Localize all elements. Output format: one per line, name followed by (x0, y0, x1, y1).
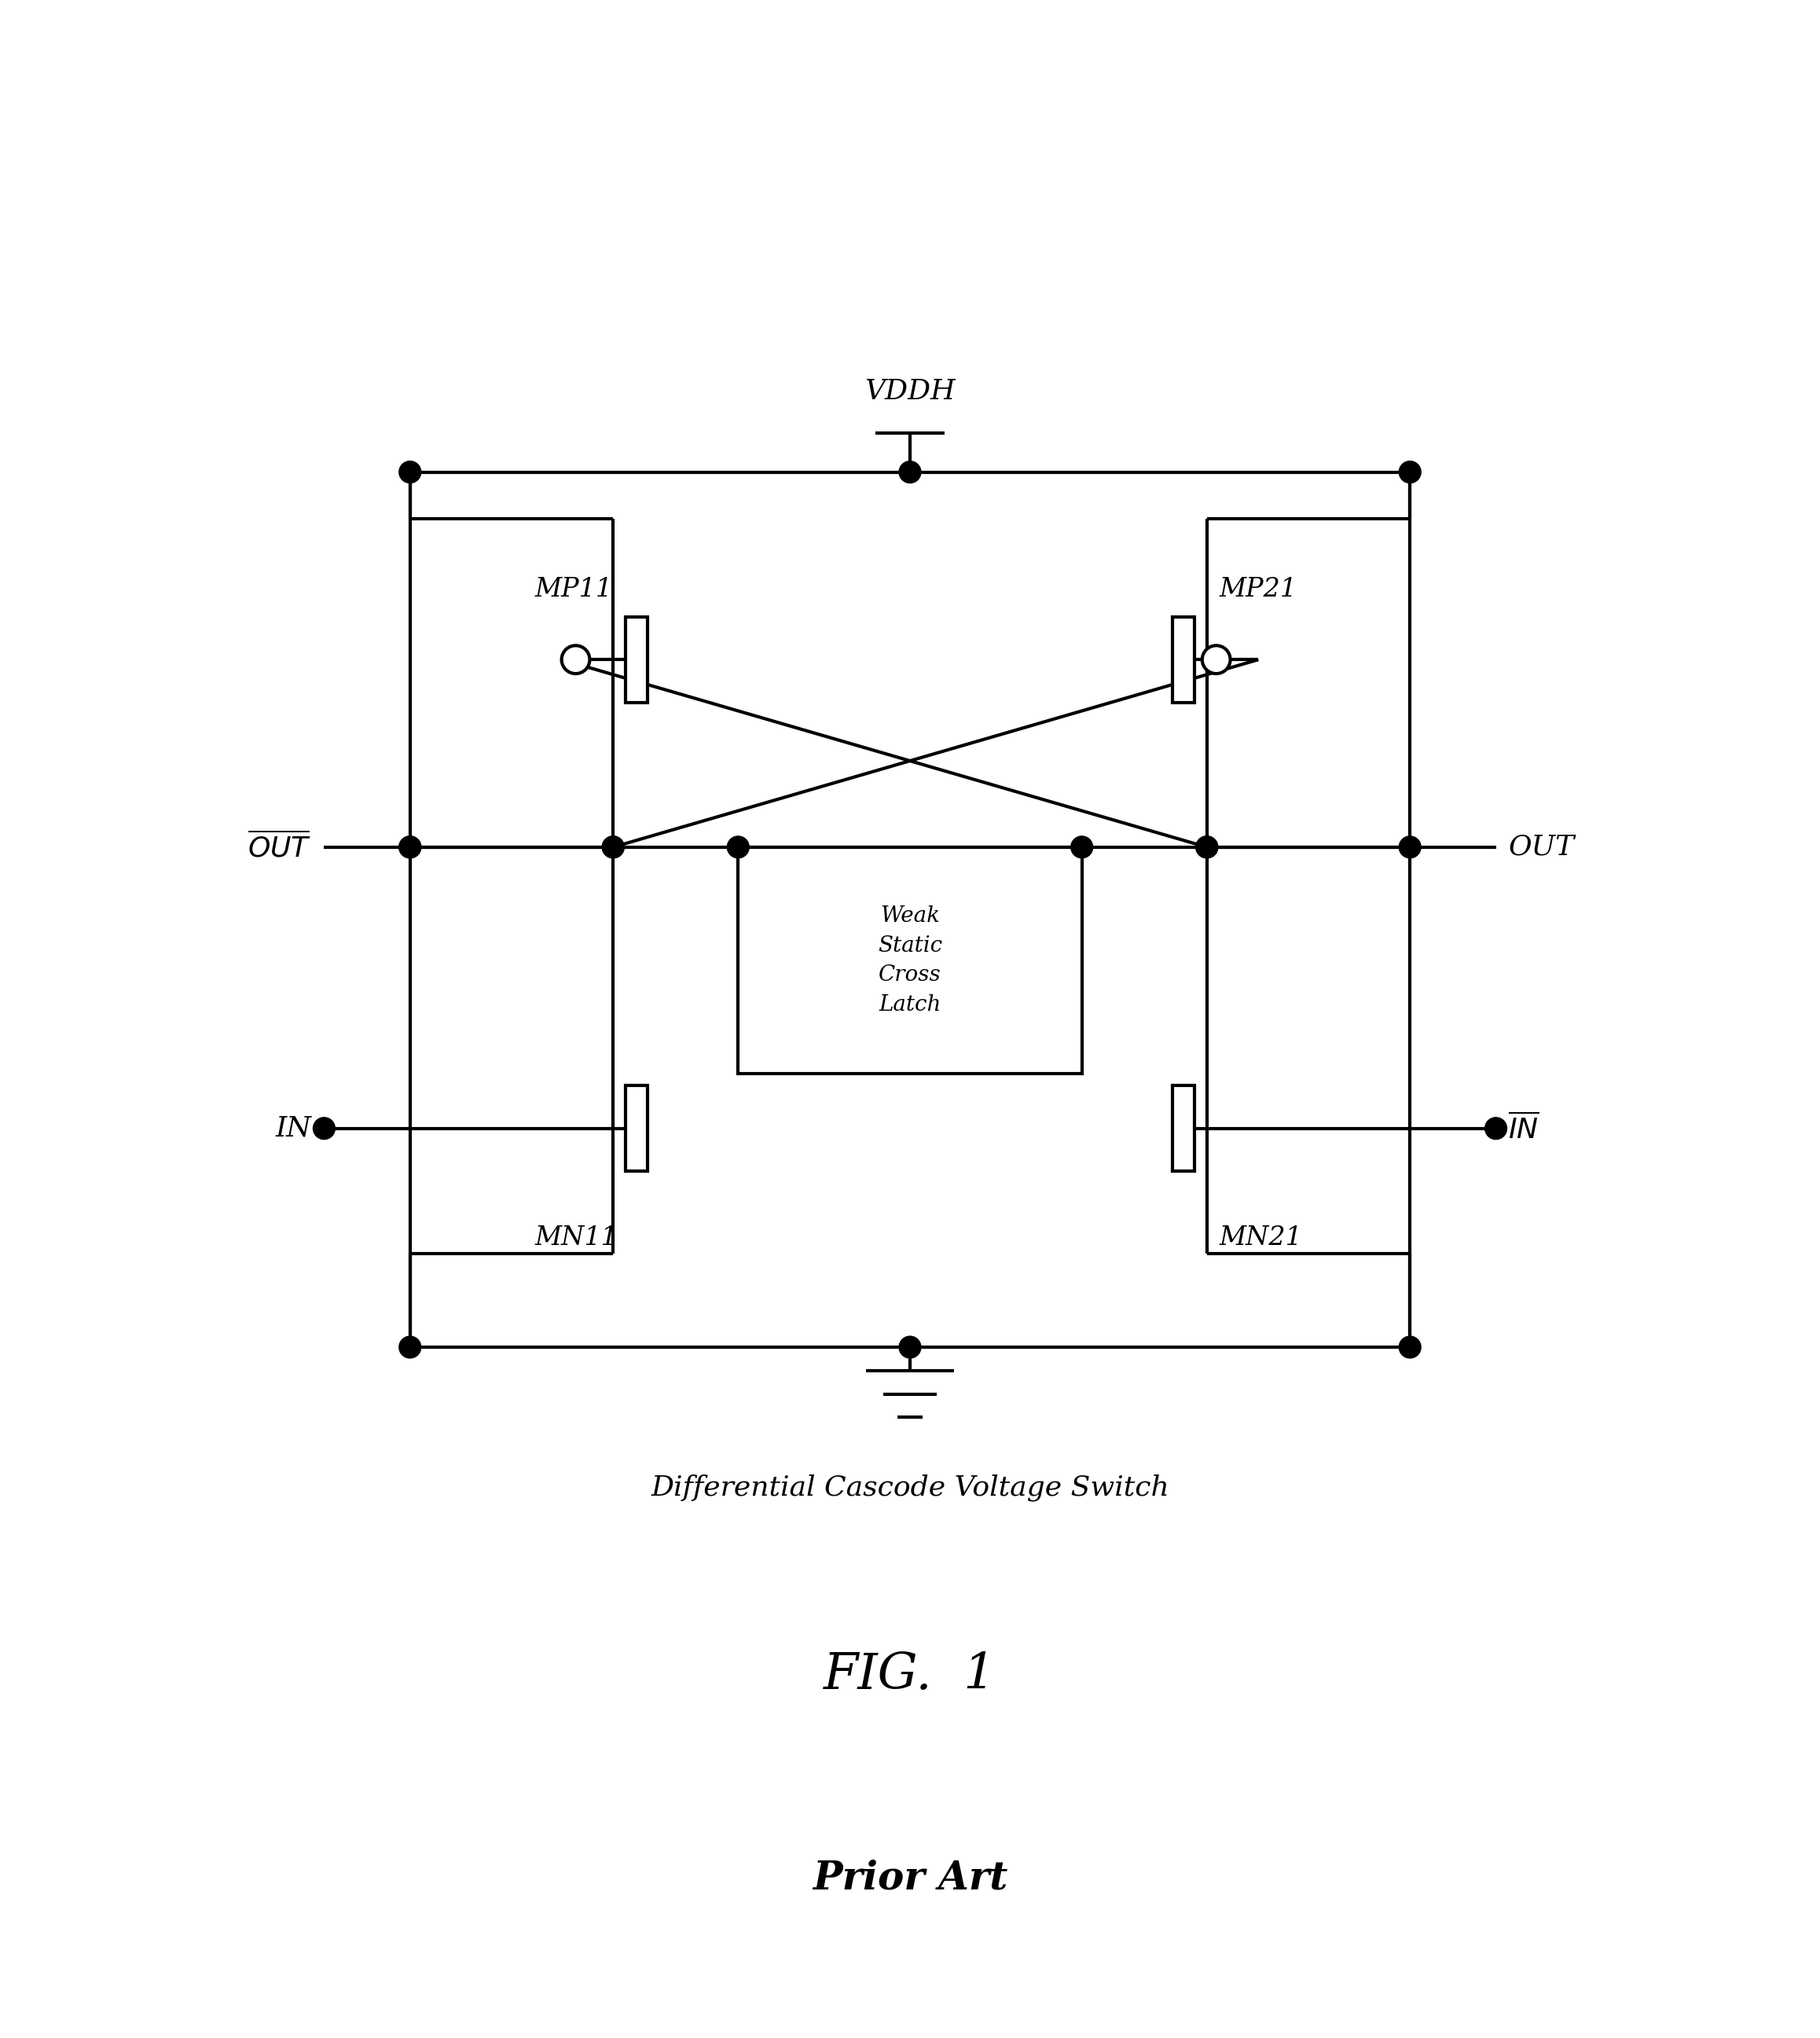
Circle shape (899, 1337, 921, 1357)
Bar (1172, 618, 1194, 703)
Text: MN21: MN21 (1219, 1225, 1303, 1251)
Text: MP11: MP11 (535, 577, 613, 601)
Circle shape (1400, 1337, 1421, 1357)
Bar (739, 848, 1081, 1074)
Bar (626, 1086, 648, 1172)
Text: $\overline{IN}$: $\overline{IN}$ (1509, 1113, 1540, 1143)
Bar (626, 618, 648, 703)
Circle shape (1400, 836, 1421, 858)
Circle shape (399, 1337, 420, 1357)
Circle shape (1196, 836, 1218, 858)
Circle shape (399, 836, 420, 858)
Text: Differential Cascode Voltage Switch: Differential Cascode Voltage Switch (652, 1473, 1168, 1502)
Circle shape (602, 836, 624, 858)
Circle shape (562, 646, 590, 675)
Text: MP21: MP21 (1219, 577, 1298, 601)
Text: MN11: MN11 (535, 1225, 619, 1251)
Circle shape (1203, 646, 1230, 675)
Text: Weak
Static
Cross
Latch: Weak Static Cross Latch (877, 905, 943, 1015)
Circle shape (728, 836, 750, 858)
Circle shape (1400, 461, 1421, 483)
Circle shape (399, 461, 420, 483)
Text: $\overline{OUT}$: $\overline{OUT}$ (248, 832, 311, 862)
Circle shape (602, 836, 624, 858)
Text: OUT: OUT (1509, 834, 1574, 860)
Circle shape (1070, 836, 1092, 858)
Circle shape (899, 461, 921, 483)
Text: IN: IN (275, 1115, 311, 1141)
Text: Prior Art: Prior Art (812, 1859, 1008, 1897)
Bar (1172, 1086, 1194, 1172)
Circle shape (1485, 1117, 1507, 1139)
Circle shape (313, 1117, 335, 1139)
Text: FIG.  1: FIG. 1 (824, 1651, 996, 1700)
Text: VDDH: VDDH (864, 379, 956, 406)
Circle shape (1196, 836, 1218, 858)
Circle shape (399, 836, 420, 858)
